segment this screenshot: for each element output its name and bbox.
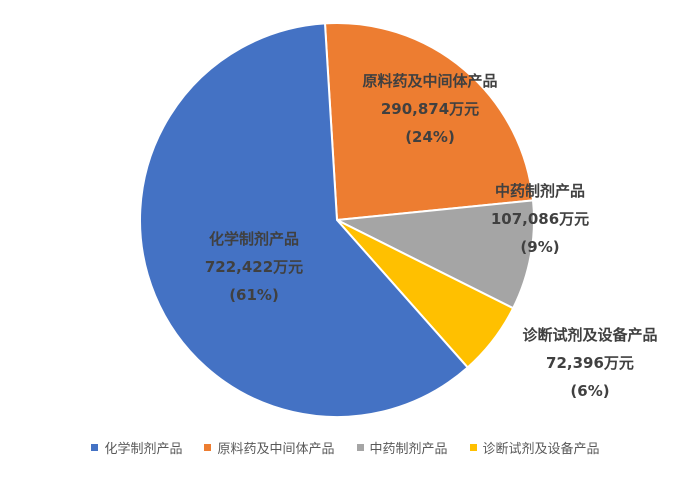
slice-value-label: 290,874万元 — [381, 100, 479, 118]
legend-item: 原料药及中间体产品 — [204, 438, 335, 457]
slice-percent-label: (24%) — [405, 128, 455, 146]
slice-name-label: 诊断试剂及设备产品 — [522, 326, 657, 344]
slice-name-label: 化学制剂产品 — [209, 230, 299, 248]
legend-item: 化学制剂产品 — [91, 438, 182, 457]
legend-item: 诊断试剂及设备产品 — [469, 438, 600, 457]
slice-value-label: 72,396万元 — [546, 354, 634, 372]
slice-value-label: 722,422万元 — [205, 258, 303, 276]
pie-slice — [333, 199, 535, 310]
slice-name-label: 原料药及中间体产品 — [362, 72, 497, 90]
slice-value-label: 107,086万元 — [491, 210, 589, 228]
slice-name-label: 中药制剂产品 — [495, 182, 585, 200]
pie-slice — [139, 22, 470, 418]
legend-swatch — [469, 444, 477, 451]
legend-label: 中药制剂产品 — [369, 442, 448, 457]
slice-percent-label: (9%) — [520, 238, 559, 256]
legend-item: 中药制剂产品 — [356, 438, 448, 457]
legend-label: 诊断试剂及设备产品 — [482, 442, 600, 457]
legend-swatch — [204, 444, 212, 451]
slice-percent-label: (61%) — [229, 286, 279, 304]
pie-slice — [323, 22, 535, 222]
slice-percent-label: (6%) — [570, 382, 609, 400]
legend-swatch — [356, 444, 364, 451]
legend-label: 化学制剂产品 — [104, 442, 183, 457]
legend: 化学制剂产品 原料药及中间体产品 中药制剂产品 诊断试剂及设备产品 — [0, 438, 691, 457]
legend-label: 原料药及中间体产品 — [217, 442, 335, 457]
legend-swatch — [91, 444, 99, 451]
